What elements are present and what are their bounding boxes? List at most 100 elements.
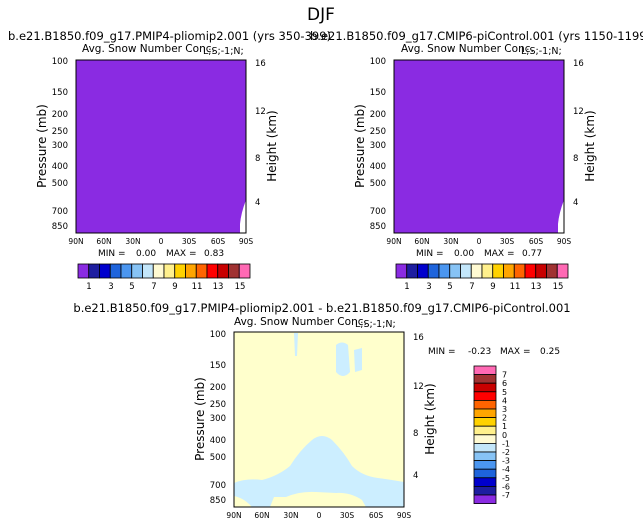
colorbar-label: 11	[192, 282, 203, 292]
colorbar-swatch	[492, 263, 504, 279]
colorbar-swatch	[473, 460, 497, 470]
y-tick-label: 250	[210, 400, 226, 410]
x-tick-label: 60N	[96, 237, 111, 246]
y-tick-label: 100	[370, 57, 386, 67]
colorbar-swatch	[131, 263, 143, 279]
colorbar-label: -3	[502, 457, 510, 466]
panel-subtitle: Avg. Snow Number Conc.	[401, 43, 534, 55]
max-value: 0.83	[204, 249, 224, 259]
y-axis-label: Pressure (mb)	[353, 104, 367, 188]
colorbar-label: 4	[502, 396, 507, 405]
x-tick-label: 60S	[211, 237, 226, 246]
units-label: L;S;-1;N;	[521, 46, 562, 57]
y2-tick-label: 4	[255, 198, 260, 208]
negative-region-upper-3	[354, 348, 362, 372]
colorbar-swatch	[99, 263, 111, 279]
colorbar-swatch	[438, 263, 451, 279]
colorbar-swatch	[473, 399, 497, 410]
y-tick-label: 150	[52, 88, 68, 98]
panel-title: b.e21.B1850.f09_g17.CMIP6-piControl.001 …	[310, 29, 643, 43]
colorbar-label: 6	[502, 379, 507, 388]
x-tick-label: 30N	[125, 237, 140, 246]
colorbar-swatch	[473, 365, 497, 376]
plot-frame	[75, 59, 247, 234]
colorbar-swatch	[473, 374, 497, 384]
colorbar	[395, 263, 569, 279]
y-tick-label: 400	[370, 162, 386, 172]
x-tick-label: 0	[317, 511, 322, 520]
colorbar-label: 5	[129, 282, 134, 292]
y-tick-label: 500	[210, 453, 226, 463]
plot-frame	[233, 331, 405, 508]
y2-tick-label: 12	[573, 107, 584, 117]
x-ticks: 90N 60N 30N 0 30S 60S 90S	[226, 511, 411, 520]
colorbar-swatch	[460, 263, 472, 279]
y-ticks: 100 150 200 250 300 400 500 700 850	[210, 330, 226, 506]
y2-tick-label: 4	[413, 471, 418, 481]
y2-tick-label: 16	[573, 59, 584, 69]
min-label: MIN =	[428, 347, 456, 357]
colorbar-label: 15	[235, 282, 246, 292]
y-ticks: 100 150 200 250 300 400 500 700 850	[370, 57, 386, 232]
colorbar-label: 5	[447, 282, 452, 292]
colorbar-swatch	[473, 477, 497, 487]
x-tick-label: 60S	[529, 237, 544, 246]
y2-axis-label: Height (km)	[265, 110, 279, 181]
colorbar-swatch	[142, 263, 154, 279]
colorbar-label: -6	[502, 482, 510, 491]
x-tick-label: 30S	[182, 237, 197, 246]
clear-corner	[240, 200, 246, 233]
y-tick-label: 250	[370, 127, 386, 137]
y-tick-label: 200	[370, 110, 386, 120]
colorbar-swatch	[238, 263, 251, 279]
colorbar-swatch	[556, 263, 569, 279]
colorbar-label: 1	[502, 422, 507, 431]
units-label: L;S;-1;N;	[203, 46, 244, 57]
x-tick-label: 30N	[443, 237, 458, 246]
y-tick-label: 400	[210, 436, 226, 446]
colorbar-swatch	[77, 263, 90, 279]
y-ticks: 100 150 200 250 300 400 500 700 850	[52, 57, 68, 232]
y2-ticks: 16 12 8 4	[413, 333, 424, 481]
x-tick-label: 30S	[340, 511, 355, 520]
panel-title: b.e21.B1850.f09_g17.PMIP4-pliomip2.001 -…	[73, 301, 570, 315]
y-tick-label: 850	[210, 496, 226, 506]
x-ticks: 90N 60N 30N 0 30S 60S 90S	[68, 237, 253, 246]
y-tick-label: 250	[52, 127, 68, 137]
colorbar-label: 9	[172, 282, 177, 292]
panel-difference: b.e21.B1850.f09_g17.PMIP4-pliomip2.001 -…	[73, 301, 570, 520]
y2-ticks: 16 12 8 4	[255, 59, 266, 208]
panel-subtitle: Avg. Snow Number Conc.	[82, 43, 215, 55]
plot-area	[75, 59, 247, 234]
colorbar-label: 11	[510, 282, 521, 292]
y2-tick-label: 16	[255, 59, 266, 69]
colorbar-label: 3	[502, 405, 507, 414]
max-label: MAX =	[166, 249, 197, 259]
colorbar-label: 13	[213, 282, 224, 292]
colorbar-label: 1	[404, 282, 409, 292]
y-tick-label: 100	[52, 57, 68, 67]
y-tick-label: 850	[370, 222, 386, 232]
colorbar	[77, 263, 251, 279]
y2-tick-label: 12	[255, 107, 266, 117]
max-label: MAX =	[484, 249, 515, 259]
colorbar-label: 1	[86, 282, 91, 292]
y2-tick-label: 8	[413, 429, 418, 439]
y-tick-label: 300	[370, 141, 386, 151]
y-tick-label: 850	[52, 222, 68, 232]
colorbar-swatch	[185, 263, 197, 279]
y-tick-label: 150	[370, 88, 386, 98]
clear-corner	[558, 200, 564, 233]
y-axis-label: Pressure (mb)	[193, 377, 207, 461]
colorbar-swatch	[417, 263, 429, 279]
y2-tick-label: 8	[255, 154, 260, 164]
y-tick-label: 200	[52, 110, 68, 120]
colorbar-swatch	[406, 263, 418, 279]
y2-tick-label: 16	[413, 333, 424, 343]
colorbar-label: 9	[490, 282, 495, 292]
colorbar-swatch	[449, 263, 461, 279]
max-value: 0.77	[522, 249, 542, 259]
colorbar-swatch	[473, 434, 497, 444]
colorbar-swatch	[206, 263, 219, 279]
x-tick-label: 60N	[254, 511, 269, 520]
